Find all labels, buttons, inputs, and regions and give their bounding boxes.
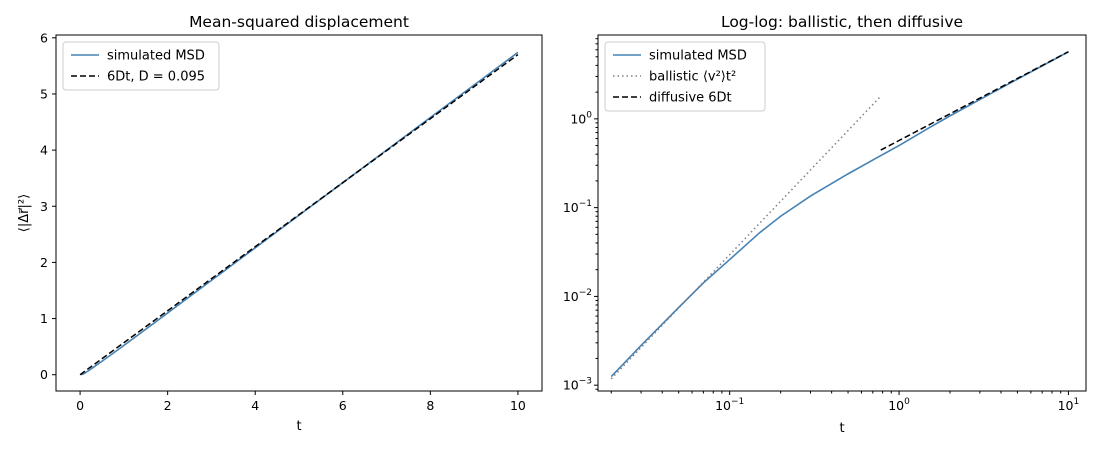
x-tick-label: 10−1 — [715, 397, 744, 413]
x-tick-label: 8 — [426, 398, 434, 413]
legend-label: 6Dt, D = 0.095 — [107, 70, 205, 85]
legend-box — [62, 41, 220, 91]
x-tick-exponent: 0 — [904, 397, 910, 407]
legend: simulated MSD 6Dt, D = 0.095 — [62, 41, 220, 91]
chart-title: Log-log: ballistic, then diffusive — [721, 13, 963, 31]
y-tick-label: 3 — [40, 199, 48, 214]
legend-label: diffusive 6Dt — [649, 91, 732, 106]
y-tick-label: 6 — [40, 30, 48, 45]
y-tick-exponent: −3 — [579, 377, 592, 387]
y-tick-label: 5 — [40, 86, 48, 101]
legend-box — [604, 41, 766, 112]
x-tick-label: 10 — [510, 398, 526, 413]
msd-loglog-panel: Log-log: ballistic, then diffusive 10−1 1… — [563, 13, 1087, 436]
y-tick-label: 10−3 — [563, 377, 592, 393]
x-tick-label: 100 — [888, 397, 910, 413]
legend: simulated MSD ballistic ⟨v²⟩t² diffusive 6… — [604, 41, 766, 112]
y-tick-exponent: −2 — [579, 288, 592, 298]
x-tick-label: 2 — [164, 398, 172, 413]
y-tick-label: 10−1 — [563, 199, 592, 215]
y-tick-label: 4 — [40, 143, 48, 158]
data-layer — [610, 51, 1069, 380]
y-tick-exponent: 0 — [586, 110, 592, 120]
x-tick-label: 4 — [251, 398, 259, 413]
y-tick-label: 1 — [40, 311, 48, 326]
chart-title: Mean-squared displacement — [189, 13, 409, 31]
legend-label: ballistic ⟨v²⟩t² — [649, 70, 736, 85]
tick-layer: 0 2 4 6 8 10 0 1 2 3 4 5 6 — [40, 30, 526, 413]
x-tick-label: 101 — [1058, 397, 1080, 413]
series-line-2 — [79, 54, 519, 376]
x-axis-label: t — [296, 419, 301, 434]
plot-frame — [597, 34, 1087, 392]
y-tick-exponent: −1 — [579, 199, 592, 209]
legend-label: simulated MSD — [649, 49, 747, 64]
x-tick-exponent: 1 — [1074, 397, 1080, 407]
series-line-1 — [610, 51, 1069, 378]
x-axis-label: t — [839, 421, 844, 436]
series-line-3 — [880, 51, 1069, 151]
legend-label: simulated MSD — [107, 49, 205, 64]
x-tick-label: 6 — [339, 398, 347, 413]
plot-frame — [55, 34, 543, 392]
data-layer — [79, 51, 519, 376]
y-tick-label: 0 — [40, 367, 48, 382]
x-tick-label: 0 — [76, 398, 84, 413]
msd-linear-panel: Mean-squared displacement 0 2 4 6 8 10 0 1 2 3 4 5 6… — [17, 13, 543, 434]
series-line-2 — [610, 95, 882, 380]
y-tick-label: 10−2 — [563, 288, 592, 304]
y-tick-label: 2 — [40, 255, 48, 270]
y-axis-label: ⟨|Δr⃗|²⟩ — [17, 194, 32, 232]
x-tick-exponent: −1 — [731, 397, 744, 407]
y-tick-label: 100 — [570, 110, 592, 126]
